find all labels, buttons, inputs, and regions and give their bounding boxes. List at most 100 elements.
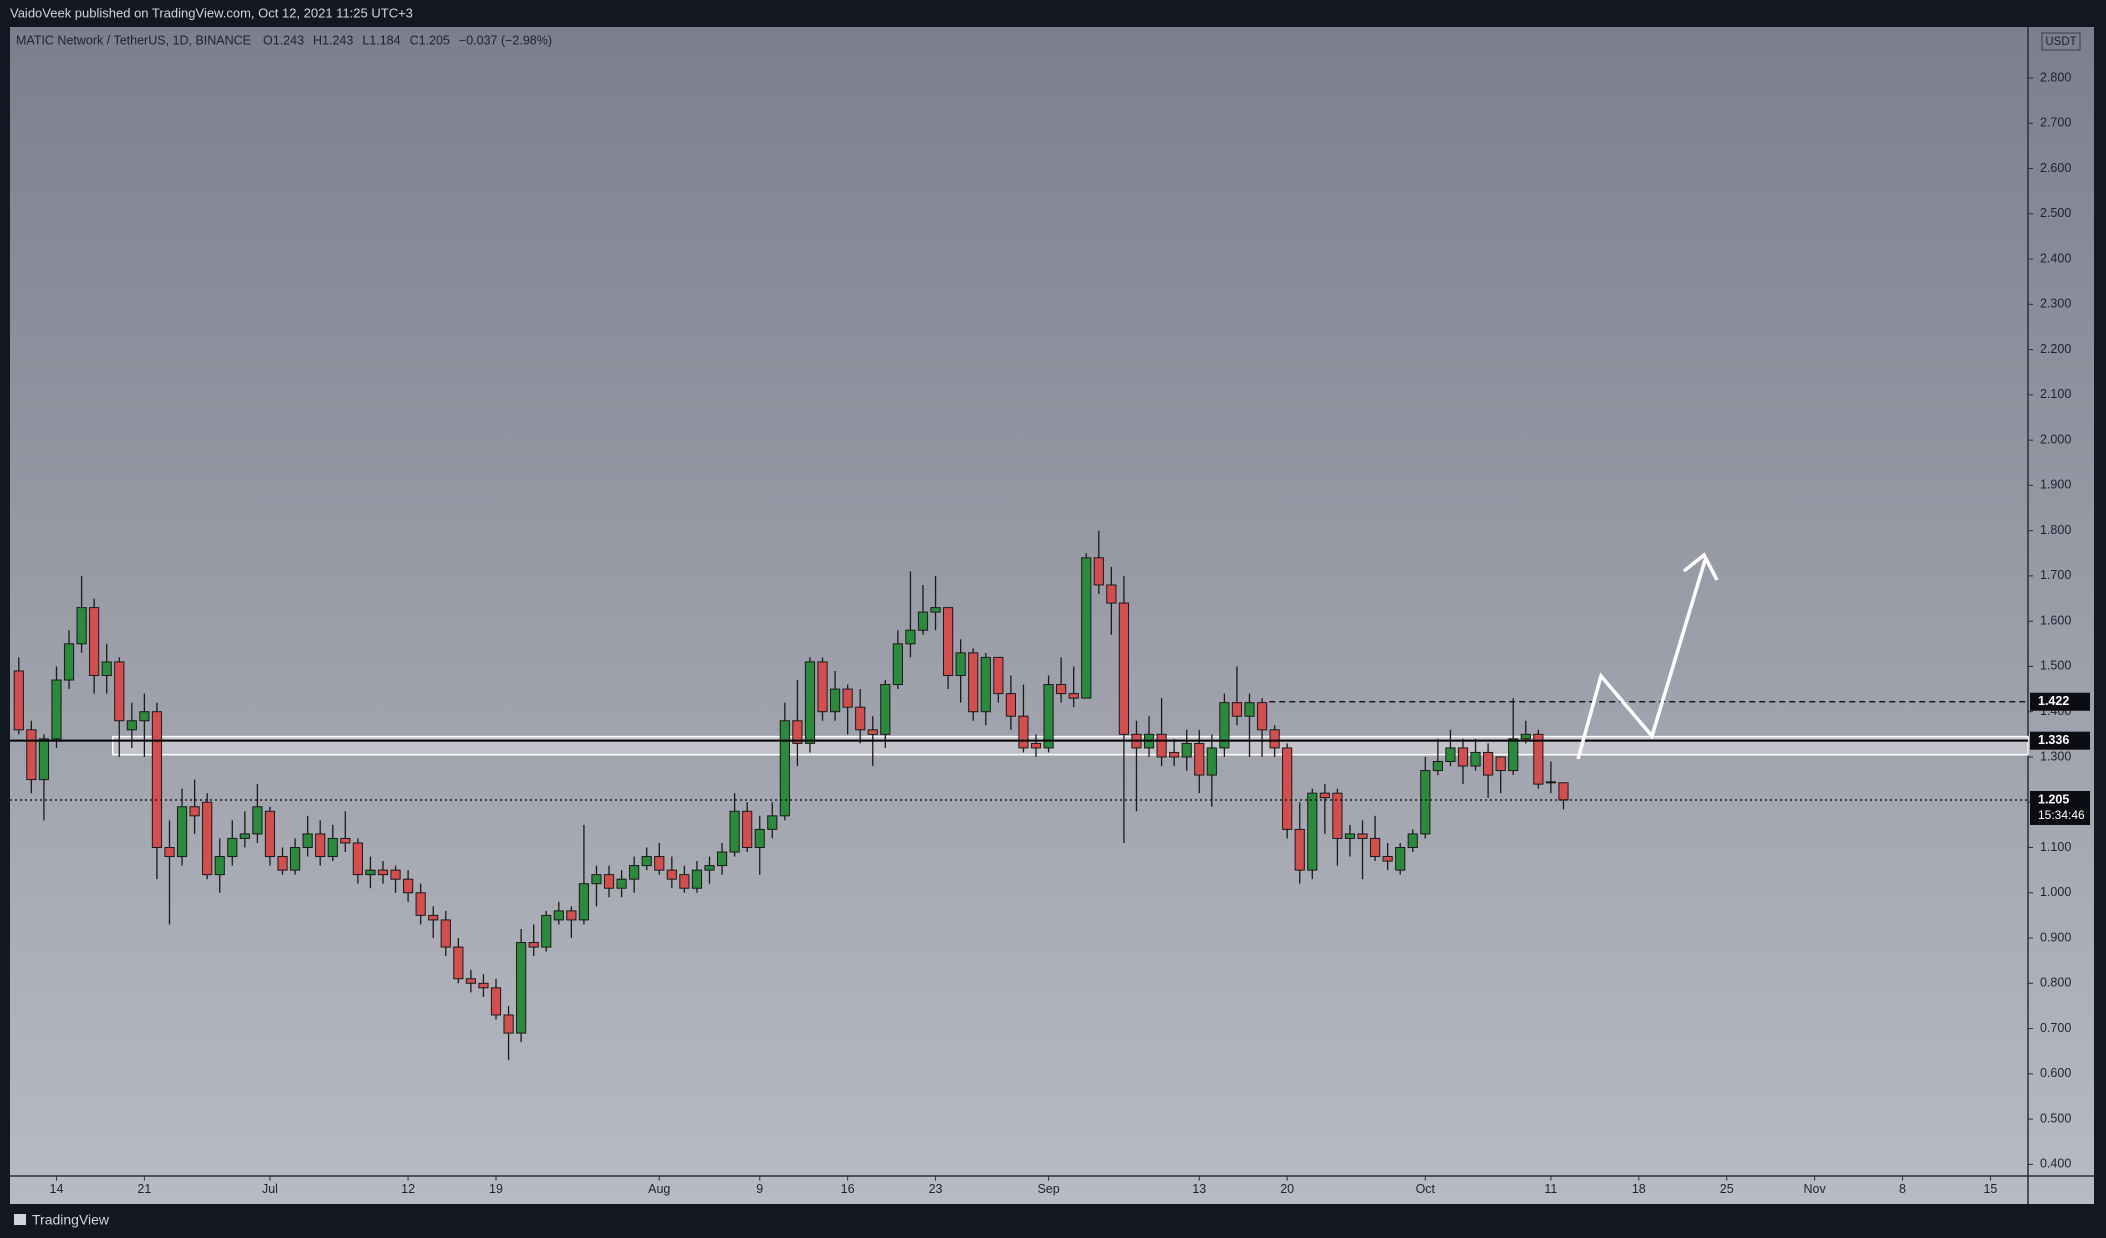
candle-body bbox=[1282, 747, 1293, 830]
y-tick-label: 0.900 bbox=[2040, 930, 2071, 944]
y-tick-label: 1.900 bbox=[2040, 478, 2071, 492]
x-tick-label: 19 bbox=[489, 1182, 503, 1196]
support-zone bbox=[112, 735, 2029, 756]
candle-body bbox=[1081, 557, 1092, 699]
candle-body bbox=[1508, 738, 1519, 772]
candle-body bbox=[490, 987, 502, 1016]
brand: TradingView bbox=[14, 1212, 110, 1228]
price-label: 1.205 bbox=[2038, 792, 2069, 806]
candle-body bbox=[1344, 833, 1356, 839]
arrow-head bbox=[1682, 552, 1719, 581]
candle-body bbox=[365, 869, 376, 876]
candle-body bbox=[101, 661, 112, 676]
y-tick-label: 2.500 bbox=[2040, 206, 2071, 220]
x-tick-label: 14 bbox=[50, 1182, 64, 1196]
candle-body bbox=[1169, 751, 1180, 758]
candle-body bbox=[1043, 684, 1054, 749]
y-tick-label: 2.000 bbox=[2040, 432, 2071, 446]
published-note: VaidoVeek published on TradingView.com, … bbox=[10, 5, 413, 20]
candle-body bbox=[403, 878, 414, 894]
x-tick-label: 18 bbox=[1632, 1182, 1646, 1196]
candle-body bbox=[578, 883, 590, 921]
ohlc-value: −0.037 (−2.98%) bbox=[459, 33, 552, 47]
candle-body bbox=[666, 869, 677, 880]
y-tick-label: 0.800 bbox=[2040, 976, 2071, 990]
candle-body bbox=[716, 851, 728, 867]
x-tick-label: 16 bbox=[841, 1182, 855, 1196]
candle-body bbox=[842, 688, 853, 708]
candle-body bbox=[980, 656, 991, 713]
x-tick-label: 25 bbox=[1720, 1182, 1734, 1196]
candle-body bbox=[227, 837, 238, 858]
candle-body bbox=[315, 833, 326, 858]
candle-body bbox=[1194, 742, 1205, 776]
candle-body bbox=[202, 801, 213, 876]
price-label-box bbox=[2030, 731, 2090, 750]
ohlc-value: L1.184 bbox=[362, 33, 400, 47]
candle-body bbox=[817, 661, 828, 713]
currency-label: USDT bbox=[2045, 36, 2076, 48]
candle-body bbox=[541, 914, 552, 948]
candle-body bbox=[1432, 760, 1443, 772]
price-label: 1.336 bbox=[2038, 733, 2069, 747]
candle-body bbox=[176, 806, 188, 858]
candle-body bbox=[465, 978, 476, 984]
candle-body bbox=[905, 629, 916, 645]
candle-body bbox=[51, 679, 62, 740]
x-tick-label: Aug bbox=[648, 1182, 670, 1196]
candle-body bbox=[1219, 702, 1230, 749]
y-tick-label: 0.700 bbox=[2040, 1021, 2071, 1035]
candle-body bbox=[1206, 747, 1217, 776]
x-tick-label: Oct bbox=[1416, 1182, 1436, 1196]
candle-body bbox=[114, 661, 125, 722]
candle-body bbox=[1231, 702, 1243, 717]
y-tick-label: 1.000 bbox=[2040, 885, 2071, 899]
candle-body bbox=[1118, 602, 1130, 735]
x-tick-label: Jul bbox=[262, 1182, 278, 1196]
y-tick-label: 2.600 bbox=[2040, 161, 2071, 175]
candle-body bbox=[214, 856, 225, 876]
y-tick-label: 2.700 bbox=[2040, 116, 2071, 130]
candle-body bbox=[1533, 733, 1544, 785]
candle-body bbox=[1018, 715, 1029, 749]
candle-body bbox=[1520, 733, 1531, 740]
x-tick-label: Nov bbox=[1803, 1182, 1826, 1196]
x-tick-label: 9 bbox=[756, 1182, 763, 1196]
candle-body bbox=[1407, 833, 1418, 848]
candle-body bbox=[1420, 770, 1431, 835]
candle-body bbox=[89, 607, 100, 676]
price-label-box bbox=[2030, 790, 2090, 825]
y-tick-label: 1.600 bbox=[2040, 613, 2071, 627]
candle-body bbox=[767, 815, 778, 830]
candle-body bbox=[1030, 742, 1042, 749]
x-tick-label: 13 bbox=[1192, 1182, 1206, 1196]
x-tick-label: 15 bbox=[1983, 1182, 1997, 1196]
plot: 0.400 0.500 0.600 0.700 0.800 0.900 1.000 1.100… bbox=[10, 70, 2090, 1196]
candle-body bbox=[943, 607, 954, 676]
y-tick-label: 2.800 bbox=[2040, 70, 2071, 84]
candle-body bbox=[377, 869, 389, 876]
candle-body bbox=[252, 806, 263, 835]
candle-body bbox=[340, 837, 351, 844]
candle-body bbox=[917, 611, 929, 631]
candle-body bbox=[1005, 693, 1016, 717]
candle-body bbox=[1558, 782, 1569, 801]
candle-body bbox=[641, 856, 652, 867]
candle-body bbox=[616, 878, 627, 889]
candle-body bbox=[792, 720, 803, 744]
candle-body bbox=[804, 661, 816, 744]
plot-background bbox=[10, 27, 2094, 1204]
candle-body bbox=[603, 874, 615, 889]
candle-body bbox=[1470, 751, 1481, 767]
candle-body bbox=[289, 846, 301, 871]
candle-body bbox=[352, 842, 363, 876]
brand-logo bbox=[14, 1214, 26, 1225]
price-label-box bbox=[2030, 692, 2090, 711]
candle-body bbox=[993, 656, 1004, 695]
candle-body bbox=[1294, 828, 1305, 871]
y-tick-label: 0.500 bbox=[2040, 1111, 2071, 1125]
candle-body bbox=[729, 810, 740, 853]
candle-body bbox=[968, 652, 979, 713]
x-tick-label: 11 bbox=[1544, 1182, 1557, 1196]
candle-body bbox=[126, 720, 137, 731]
